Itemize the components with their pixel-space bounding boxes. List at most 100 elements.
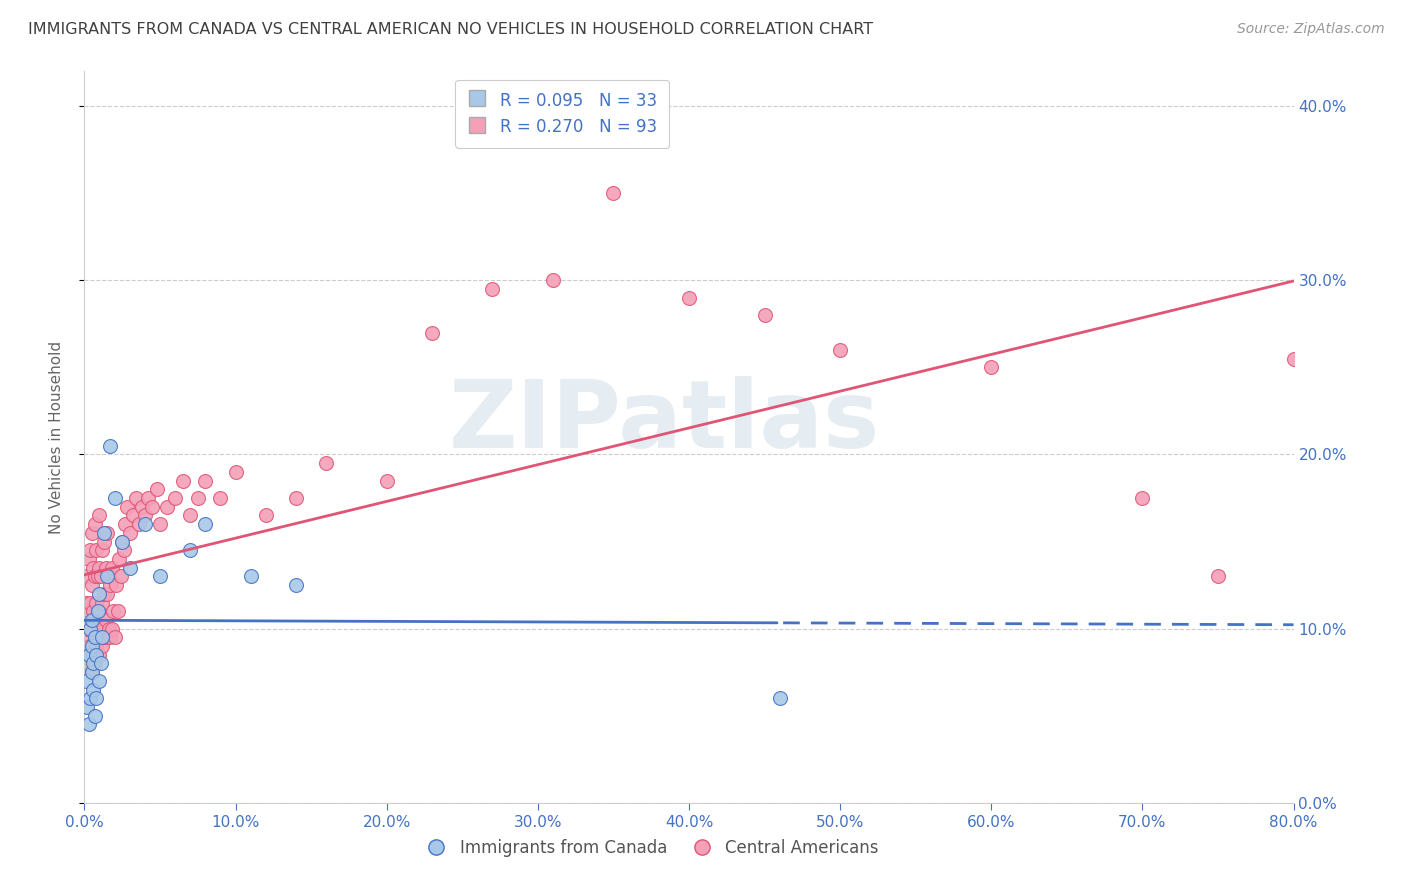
Point bbox=[179, 508, 201, 523]
Point bbox=[209, 491, 232, 505]
Point bbox=[89, 560, 111, 574]
Point bbox=[90, 622, 112, 636]
Point bbox=[89, 673, 111, 688]
Point bbox=[165, 491, 187, 505]
Point bbox=[84, 631, 107, 645]
Text: Source: ZipAtlas.com: Source: ZipAtlas.com bbox=[1237, 22, 1385, 37]
Point bbox=[76, 657, 98, 671]
Point bbox=[105, 578, 128, 592]
Point bbox=[254, 508, 277, 523]
Point bbox=[93, 587, 115, 601]
Point bbox=[84, 657, 107, 671]
Point bbox=[98, 439, 121, 453]
Point bbox=[89, 604, 111, 618]
Point bbox=[481, 282, 503, 296]
Point bbox=[84, 569, 107, 583]
Point bbox=[80, 613, 103, 627]
Point bbox=[77, 717, 100, 731]
Point bbox=[141, 500, 163, 514]
Point bbox=[602, 186, 624, 201]
Point bbox=[91, 595, 114, 609]
Point bbox=[678, 291, 700, 305]
Point bbox=[375, 474, 398, 488]
Point bbox=[97, 622, 120, 636]
Point bbox=[80, 578, 103, 592]
Point bbox=[82, 648, 104, 662]
Point bbox=[96, 587, 118, 601]
Point bbox=[90, 569, 112, 583]
Point bbox=[96, 631, 118, 645]
Point bbox=[100, 622, 122, 636]
Point bbox=[149, 517, 172, 532]
Point bbox=[146, 483, 169, 497]
Point bbox=[75, 673, 97, 688]
Point bbox=[80, 665, 103, 680]
Point bbox=[111, 534, 134, 549]
Point bbox=[79, 639, 101, 653]
Point bbox=[149, 569, 172, 583]
Point bbox=[75, 595, 97, 609]
Point bbox=[118, 525, 141, 540]
Point bbox=[89, 587, 111, 601]
Point bbox=[84, 708, 107, 723]
Point bbox=[96, 569, 118, 583]
Point bbox=[77, 604, 100, 618]
Point bbox=[131, 500, 153, 514]
Point bbox=[87, 622, 110, 636]
Point bbox=[1206, 569, 1229, 583]
Point bbox=[80, 525, 103, 540]
Point bbox=[79, 595, 101, 609]
Point bbox=[125, 491, 148, 505]
Point bbox=[156, 500, 179, 514]
Point bbox=[82, 682, 104, 697]
Point bbox=[76, 700, 98, 714]
Point bbox=[80, 665, 103, 680]
Point bbox=[86, 543, 108, 558]
Point bbox=[172, 474, 194, 488]
Point bbox=[194, 474, 217, 488]
Point bbox=[830, 343, 852, 357]
Point bbox=[82, 560, 104, 574]
Point bbox=[93, 534, 115, 549]
Point bbox=[86, 639, 108, 653]
Point bbox=[111, 534, 134, 549]
Point bbox=[80, 622, 103, 636]
Point bbox=[82, 657, 104, 671]
Point bbox=[84, 517, 107, 532]
Point bbox=[101, 604, 124, 618]
Point bbox=[93, 525, 115, 540]
Point bbox=[87, 569, 110, 583]
Point bbox=[75, 631, 97, 645]
Point bbox=[121, 508, 143, 523]
Point bbox=[754, 308, 776, 322]
Point bbox=[107, 604, 129, 618]
Point bbox=[89, 508, 111, 523]
Point bbox=[179, 543, 201, 558]
Point bbox=[80, 639, 103, 653]
Point bbox=[315, 456, 337, 470]
Point bbox=[94, 560, 117, 574]
Text: ZIPatlas: ZIPatlas bbox=[449, 376, 880, 468]
Point bbox=[77, 648, 100, 662]
Point bbox=[420, 326, 443, 340]
Point bbox=[84, 613, 107, 627]
Point bbox=[980, 360, 1002, 375]
Y-axis label: No Vehicles in Household: No Vehicles in Household bbox=[49, 341, 63, 533]
Point bbox=[79, 691, 101, 706]
Point bbox=[86, 691, 108, 706]
Point bbox=[86, 595, 108, 609]
Point bbox=[93, 631, 115, 645]
Point bbox=[108, 552, 131, 566]
Point bbox=[91, 639, 114, 653]
Point bbox=[82, 604, 104, 618]
Point bbox=[79, 543, 101, 558]
Point bbox=[77, 552, 100, 566]
Point bbox=[115, 500, 138, 514]
Point bbox=[112, 543, 135, 558]
Text: IMMIGRANTS FROM CANADA VS CENTRAL AMERICAN NO VEHICLES IN HOUSEHOLD CORRELATION : IMMIGRANTS FROM CANADA VS CENTRAL AMERIC… bbox=[28, 22, 873, 37]
Point bbox=[285, 578, 308, 592]
Point bbox=[134, 508, 156, 523]
Point bbox=[100, 560, 122, 574]
Point bbox=[1282, 351, 1305, 366]
Point bbox=[90, 657, 112, 671]
